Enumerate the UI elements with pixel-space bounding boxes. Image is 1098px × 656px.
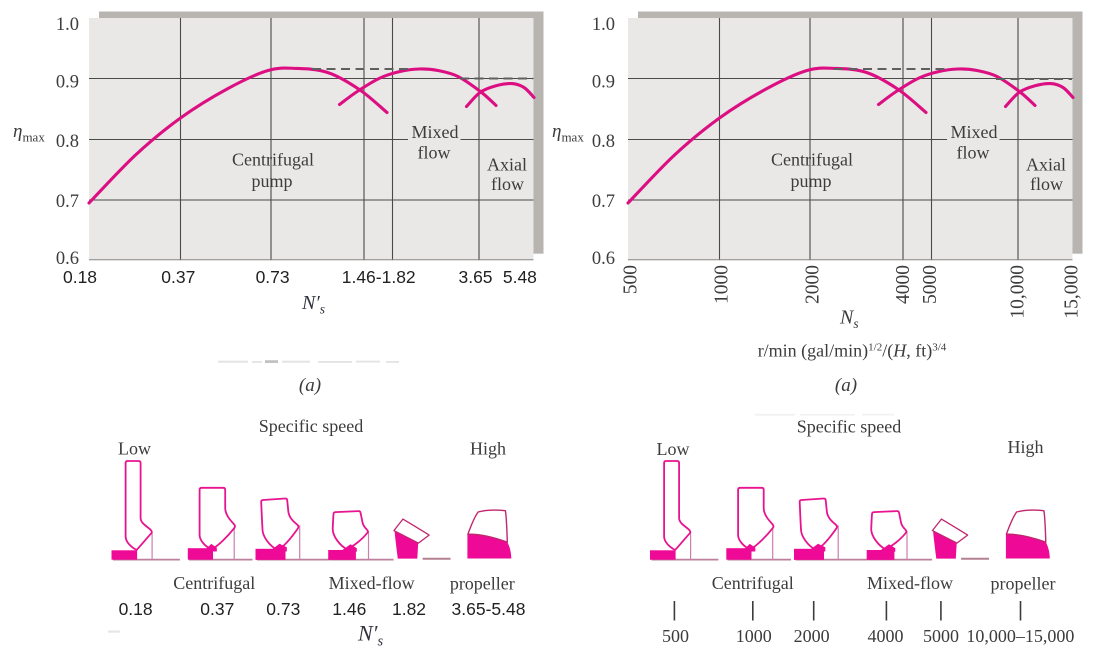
- svg-text:Specific speed: Specific speed: [259, 416, 363, 436]
- svg-text:5000: 5000: [923, 626, 959, 646]
- svg-text:Mixed-flow: Mixed-flow: [867, 573, 953, 593]
- svg-text:2000: 2000: [802, 265, 823, 304]
- svg-text:Low: Low: [657, 439, 690, 459]
- svg-text:(a): (a): [835, 375, 857, 396]
- svg-text:propeller: propeller: [991, 574, 1056, 594]
- svg-text:N′s: N′s: [301, 292, 325, 317]
- svg-text:ηmax: ηmax: [552, 121, 584, 145]
- svg-text:0.8: 0.8: [56, 132, 79, 152]
- svg-text:5.48: 5.48: [503, 267, 537, 287]
- svg-text:r/min (gal/min)1/2/(H, ft)3/4: r/min (gal/min)1/2/(H, ft)3/4: [758, 341, 947, 362]
- svg-text:0.7: 0.7: [56, 192, 79, 212]
- svg-text:0.73: 0.73: [266, 599, 300, 619]
- svg-text:10,000: 10,000: [1008, 265, 1029, 319]
- svg-text:Low: Low: [118, 439, 151, 459]
- svg-text:500: 500: [662, 626, 689, 646]
- svg-text:ηmax: ηmax: [13, 121, 45, 145]
- svg-text:0.7: 0.7: [592, 192, 615, 212]
- svg-text:500: 500: [620, 265, 641, 294]
- svg-text:propeller: propeller: [450, 574, 515, 594]
- svg-text:0.9: 0.9: [56, 73, 79, 93]
- svg-text:0.6: 0.6: [592, 249, 615, 269]
- svg-text:2000: 2000: [794, 626, 830, 646]
- svg-text:1000: 1000: [736, 626, 772, 646]
- svg-text:1.82: 1.82: [392, 599, 426, 619]
- svg-text:Mixed-flow: Mixed-flow: [329, 573, 415, 593]
- svg-text:3.65: 3.65: [458, 267, 492, 287]
- svg-text:4000: 4000: [893, 265, 914, 304]
- svg-text:3.65-5.48: 3.65-5.48: [452, 599, 526, 619]
- svg-text:1000: 1000: [712, 265, 733, 304]
- svg-text:Centrifugal: Centrifugal: [173, 573, 255, 593]
- svg-text:Specific speed: Specific speed: [797, 417, 901, 437]
- svg-text:10,000–15,000: 10,000–15,000: [966, 626, 1074, 646]
- svg-text:1.46-1.82: 1.46-1.82: [342, 267, 416, 287]
- svg-text:0.8: 0.8: [592, 132, 615, 152]
- svg-text:0.73: 0.73: [256, 267, 290, 287]
- svg-text:0.37: 0.37: [161, 267, 195, 287]
- svg-text:1.0: 1.0: [56, 15, 79, 35]
- svg-text:0.18: 0.18: [63, 267, 97, 287]
- svg-text:0.37: 0.37: [200, 599, 234, 619]
- svg-text:Centrifugal: Centrifugal: [712, 573, 794, 593]
- svg-text:15,000: 15,000: [1062, 265, 1083, 319]
- svg-text:Ns: Ns: [839, 307, 859, 332]
- svg-text:0.6: 0.6: [56, 249, 79, 269]
- svg-text:(a): (a): [299, 375, 321, 396]
- svg-text:0.9: 0.9: [592, 73, 615, 93]
- svg-text:N′s: N′s: [357, 621, 384, 650]
- svg-text:1.0: 1.0: [592, 15, 615, 35]
- svg-text:High: High: [470, 439, 506, 459]
- svg-text:High: High: [1008, 437, 1044, 457]
- svg-text:4000: 4000: [868, 626, 904, 646]
- svg-text:5000: 5000: [920, 265, 941, 304]
- svg-text:1.46: 1.46: [332, 599, 366, 619]
- svg-text:0.18: 0.18: [119, 599, 153, 619]
